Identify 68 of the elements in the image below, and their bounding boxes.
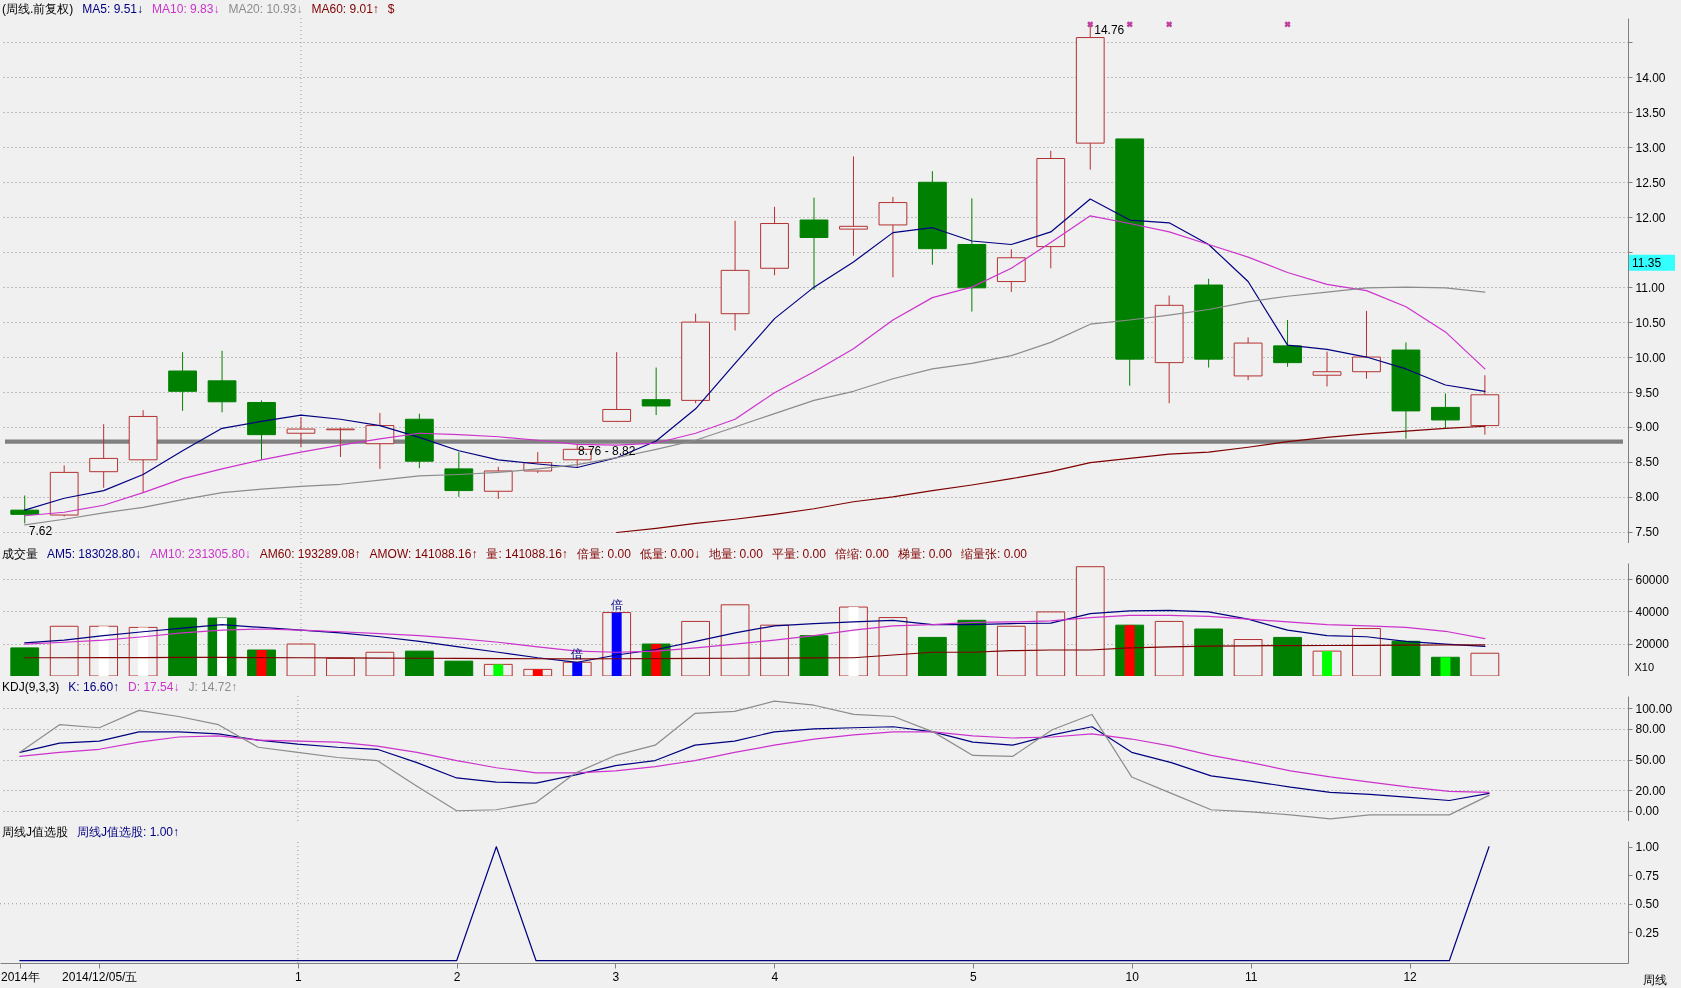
text: 平量: 0.00: [771, 547, 826, 561]
y-tick-label: 10.50: [1635, 315, 1666, 330]
y-tick-label: 7.50: [1635, 525, 1660, 540]
chart-title: 周线J值选股: [2, 825, 68, 839]
y-tick-label: 0.00: [1635, 804, 1660, 819]
text: 周线J值选股: 1.00↑: [77, 825, 180, 839]
band-label: 8.76 - 8.82: [577, 443, 636, 458]
x-axis-title: 周线: [1642, 972, 1667, 987]
data-label: 倍: [610, 597, 623, 612]
y-tick-label: 20000: [1635, 637, 1670, 652]
text: 量: 141088.16↑: [486, 547, 568, 561]
x-tick-label: 4: [771, 969, 779, 984]
text: 低量: 0.00↓: [639, 547, 700, 561]
y-tick-label: 12.50: [1635, 175, 1666, 190]
text: MA5: 9.51↓: [82, 2, 144, 16]
y-tick-label: 12.00: [1635, 210, 1666, 225]
y-tick-label: 9.50: [1635, 385, 1660, 400]
y-tick-label: 50.00: [1635, 753, 1666, 768]
text: AM5: 183028.80↓: [47, 547, 142, 561]
y-tick-label: 1.00: [1635, 840, 1660, 855]
y-tick-label: 14.00: [1635, 70, 1666, 85]
y-tick-label: 20.00: [1635, 783, 1666, 798]
y-tick-label: 0.75: [1635, 868, 1660, 883]
text: 地量: 0.00: [708, 547, 763, 561]
x-tick-label: 2: [453, 969, 461, 984]
x-tick-label: 2014/12/05/五: [62, 969, 138, 984]
text: AM10: 231305.80↓: [150, 547, 251, 561]
y-tick-label: 0.50: [1635, 897, 1660, 912]
y-tick-label: 0.25: [1635, 925, 1660, 940]
y-tick-label: 40000: [1635, 604, 1670, 619]
y-tick-label: 60000: [1635, 572, 1670, 587]
x-tick-label: 1: [294, 969, 302, 984]
text: 倍缩: 0.00: [834, 547, 889, 561]
x-tick-label: 5: [969, 969, 977, 984]
x-tick-label: 10: [1125, 969, 1140, 984]
text: MA60: 9.01↑: [311, 2, 379, 16]
text: AMOW: 141088.16↑: [369, 547, 478, 561]
chart-title: 成交量: [2, 547, 38, 561]
y-tick-label: 9.00: [1635, 420, 1660, 435]
chart-title: (周线.前复权): [2, 2, 74, 16]
text: 倍量: 0.00: [576, 547, 631, 561]
text: $: [387, 2, 395, 16]
x-tick-label: 2014年: [1, 969, 40, 984]
annotation: 7.62: [28, 524, 53, 539]
text: K: 16.60↑: [68, 680, 120, 694]
annotation: 14.76: [1094, 23, 1125, 38]
series-label: J: 14.72↑: [188, 680, 238, 694]
chart-title: KDJ(9,3,3): [2, 680, 60, 694]
text: MA10: 9.83↓: [152, 2, 220, 16]
x-tick-label: 12: [1403, 969, 1418, 984]
y-axis-title: X10: [1634, 660, 1655, 673]
y-tick-label: 11.00: [1635, 280, 1665, 295]
text: 缩量张: 0.00: [961, 547, 1028, 561]
text: MA20: 10.93↓: [228, 2, 303, 16]
text: 梯量: 0.00: [897, 547, 953, 561]
y-tick-label: 13.00: [1635, 140, 1666, 155]
text: AM60: 193289.08↑: [259, 547, 361, 561]
x-tick-label: 11: [1245, 969, 1258, 984]
y-tick-label: 80.00: [1635, 722, 1666, 737]
y-tick-label: 8.50: [1635, 455, 1660, 470]
data-label: 倍: [571, 647, 584, 662]
y-tick-label: 8.00: [1635, 490, 1660, 505]
y-tick-label: 10.00: [1635, 350, 1666, 365]
x-tick-label: 3: [612, 969, 620, 984]
text: 11.35: [1632, 255, 1662, 270]
y-tick-label: 100.00: [1635, 701, 1673, 716]
text: D: 17.54↓: [128, 680, 180, 694]
y-tick-label: 13.50: [1635, 105, 1666, 120]
